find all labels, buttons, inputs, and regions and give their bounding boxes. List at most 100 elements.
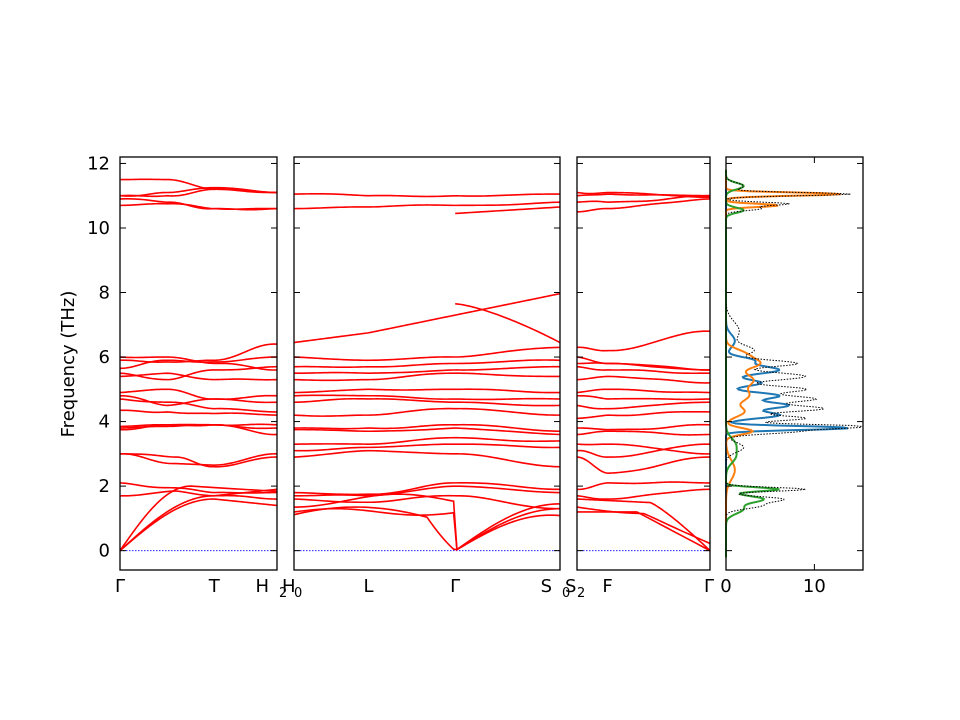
band-branch	[293, 449, 561, 468]
band-branch	[293, 427, 561, 436]
band-branch	[293, 485, 561, 497]
y-axis-label: Frequency (THz)	[58, 291, 79, 438]
y-tick-labels: 0 2 4 6 8 10 12	[87, 153, 110, 561]
band-branch	[576, 488, 711, 500]
band-branch	[119, 186, 278, 197]
k-point-subscript: 2	[279, 586, 287, 601]
y-tick-label: 8	[99, 283, 110, 304]
band-branch	[293, 394, 561, 401]
band-branch	[119, 365, 278, 381]
band-branch	[576, 365, 711, 375]
band-branch	[119, 398, 278, 413]
band-branch	[119, 490, 277, 500]
band-branch	[576, 506, 711, 545]
band-branch	[293, 397, 561, 407]
k-point-subscript: 2	[577, 586, 585, 601]
band-branch	[293, 388, 561, 394]
panel-frame	[576, 156, 711, 571]
band-branch	[119, 485, 278, 552]
k-point-label: H	[282, 576, 296, 597]
band-branch	[293, 292, 561, 344]
band-branch	[576, 456, 710, 474]
band-branch	[576, 498, 711, 552]
band-branch	[576, 356, 711, 371]
k-point-label: S	[541, 576, 552, 597]
band-branch	[577, 511, 711, 552]
y-tick-label: 10	[87, 218, 110, 239]
band-branch	[576, 394, 711, 401]
band-branch	[293, 365, 561, 374]
band-branch	[293, 493, 561, 551]
k-point-label: T	[208, 576, 221, 597]
k-point-label: F	[602, 576, 612, 597]
panel-dos: 0 10	[720, 156, 864, 597]
band-branch	[293, 407, 560, 417]
band-branch	[576, 430, 711, 436]
band-branch	[293, 359, 561, 369]
band-branch	[119, 452, 278, 466]
band-branch	[293, 372, 561, 382]
band-branch	[293, 201, 561, 210]
k-point-label: Γ	[115, 576, 125, 597]
band-branch	[119, 356, 278, 371]
band-branch	[576, 423, 711, 431]
band-branch	[293, 443, 561, 452]
band-branch	[119, 482, 278, 494]
band-branch	[119, 343, 278, 363]
band-branch	[119, 202, 278, 211]
band-branch	[576, 481, 711, 491]
band-branch	[119, 488, 278, 552]
band-branch	[293, 482, 561, 496]
band-branch	[119, 198, 278, 211]
dos-frame	[725, 156, 864, 571]
dos-x-tick-label: 10	[803, 576, 826, 597]
k-point-label: L	[363, 576, 373, 597]
k-point-label: Γ	[450, 576, 460, 597]
dos-curve-blue	[725, 169, 849, 558]
band-branch	[293, 423, 561, 433]
band-branch	[576, 198, 711, 213]
band-branch	[293, 506, 561, 551]
band-branch	[119, 388, 278, 400]
dos-curve-total	[725, 169, 862, 558]
dos-x-tick-label: 0	[720, 576, 731, 597]
band-branch	[576, 443, 711, 455]
band-branch	[293, 346, 561, 362]
y-tick-label: 6	[99, 347, 110, 368]
band-branch	[293, 193, 561, 198]
band-branch	[576, 330, 711, 352]
band-branch	[293, 494, 561, 510]
band-branch	[119, 178, 278, 194]
band-branch	[119, 498, 278, 552]
y-tick-label: 12	[87, 153, 110, 174]
band-branch	[119, 423, 278, 428]
band-branch	[576, 443, 711, 458]
k-point-subscript: 0	[294, 586, 302, 601]
y-tick-label: 2	[99, 476, 110, 497]
panel-h0-l-gamma-s0: H0 L Γ S 0	[282, 156, 570, 601]
dos-curve-green	[725, 169, 780, 558]
k-point-label: S	[565, 576, 576, 597]
band-branch	[119, 394, 278, 407]
band-branch	[119, 372, 278, 381]
band-branch	[576, 388, 711, 394]
band-branch	[576, 411, 711, 420]
k-point-label: H	[255, 576, 269, 597]
band-branch	[293, 436, 561, 445]
band-branch	[576, 191, 711, 199]
k-point-subscript: 0	[562, 586, 570, 601]
band-branch	[576, 375, 711, 384]
band-branch	[455, 303, 561, 344]
panel-frame	[293, 156, 561, 571]
k-point-label: Γ	[704, 576, 714, 597]
y-tick-label: 4	[99, 412, 110, 433]
band-branch	[119, 409, 278, 416]
band-branch	[576, 401, 711, 410]
band-branch	[455, 206, 561, 215]
panel-frame	[119, 156, 278, 571]
band-branch	[293, 507, 561, 551]
y-tick-label: 0	[99, 541, 110, 562]
